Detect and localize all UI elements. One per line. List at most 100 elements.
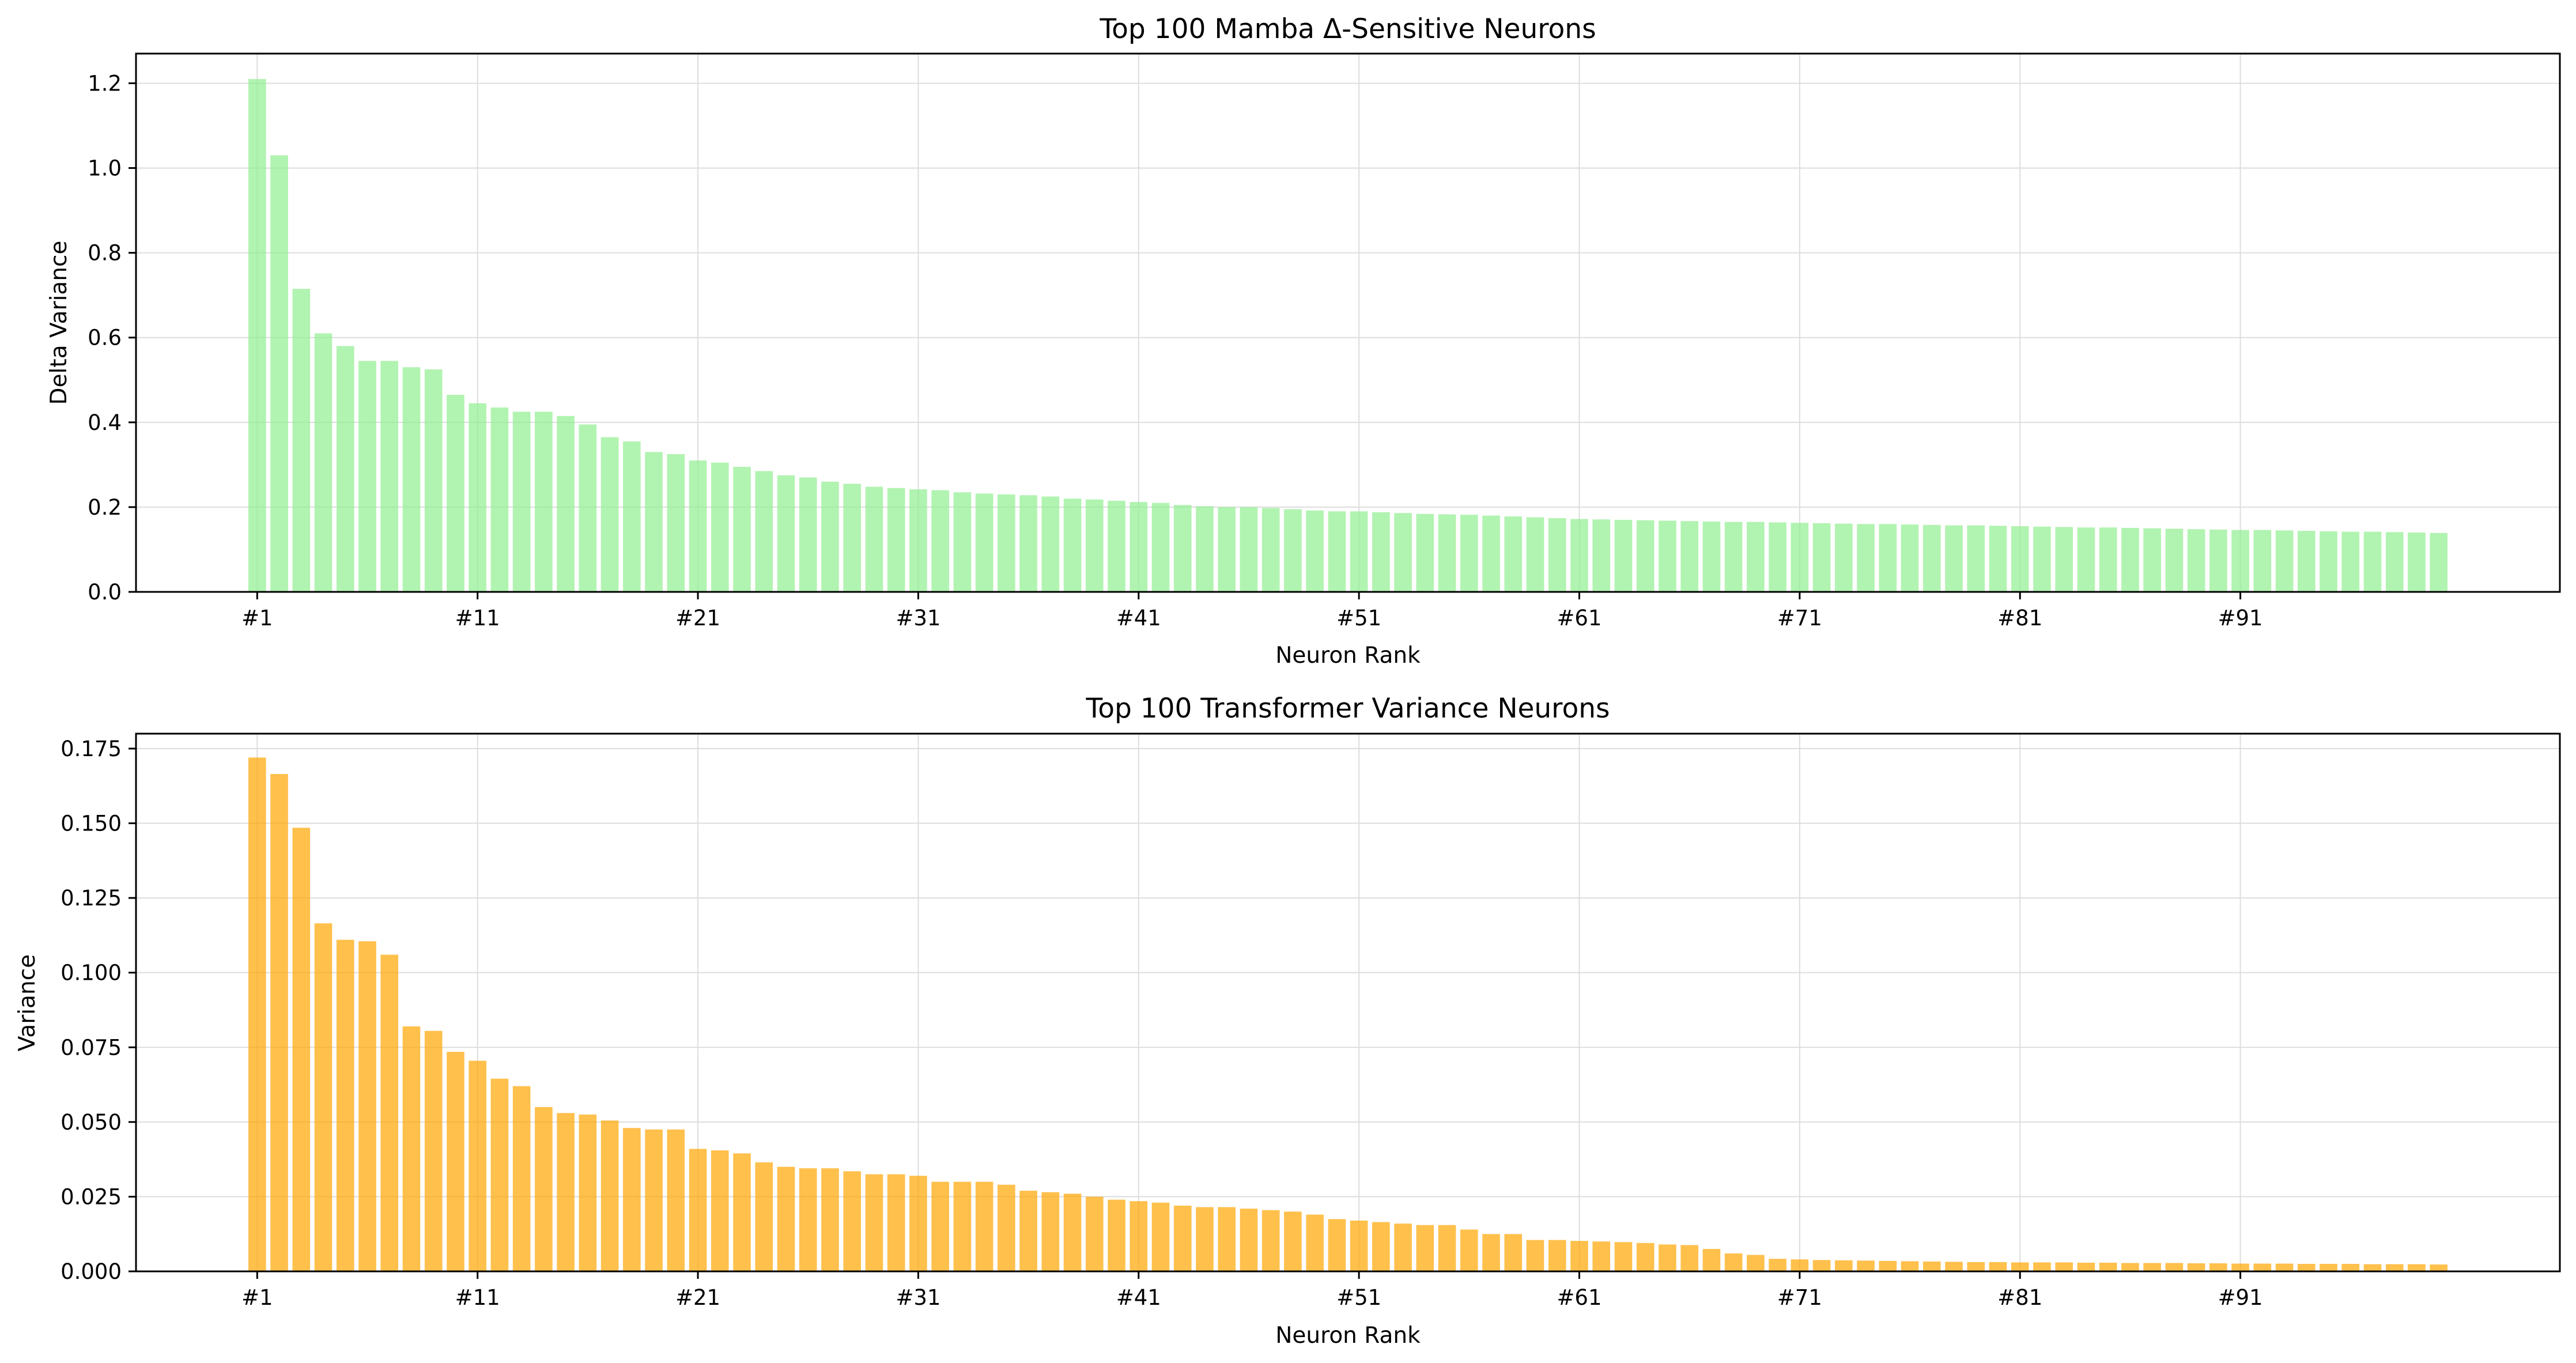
- transformer-bar: [2143, 1263, 2161, 1271]
- y-tick-label: 0.075: [61, 1035, 122, 1060]
- transformer-bar: [402, 1026, 421, 1271]
- transformer-bar: [1460, 1229, 1478, 1271]
- mamba-bar: [1570, 519, 1588, 592]
- x-tick-label: #41: [1116, 606, 1161, 630]
- transformer-bar: [1482, 1234, 1500, 1271]
- transformer-bar: [1901, 1261, 1919, 1271]
- mamba-bar: [1945, 525, 1963, 592]
- transformer-bar: [1019, 1191, 1037, 1271]
- mamba-x-ticks: #1 #11 #21 #31 #41 #51 #61 #71 #81 #91: [241, 592, 2263, 630]
- mamba-bar: [1328, 511, 1346, 592]
- transformer-bar: [1812, 1260, 1831, 1271]
- y-tick-label: 1.2: [88, 71, 122, 96]
- transformer-bar: [623, 1128, 641, 1271]
- transformer-bar: [1218, 1207, 1236, 1271]
- mamba-bar: [975, 493, 994, 592]
- transformer-bar: [755, 1162, 773, 1271]
- mamba-bar: [1284, 509, 1302, 592]
- mamba-bar: [2099, 527, 2117, 592]
- mamba-bar: [1372, 512, 1390, 592]
- transformer-bar: [2275, 1263, 2294, 1271]
- transformer-bar: [887, 1174, 905, 1271]
- transformer-bar: [424, 1030, 443, 1271]
- transformer-bar: [645, 1129, 663, 1271]
- mamba-bar: [1922, 524, 1941, 592]
- mamba-bar: [2011, 526, 2029, 592]
- mamba-bar: [600, 437, 619, 592]
- mamba-bar: [998, 494, 1015, 592]
- transformer-bar: [447, 1052, 464, 1271]
- transformer-plot-frame: [135, 733, 2561, 1273]
- mamba-bar: [1108, 500, 1125, 592]
- y-tick-label: 0.2: [88, 495, 122, 520]
- y-tick-label: 0.150: [61, 811, 122, 836]
- transformer-bar: [2011, 1262, 2029, 1271]
- transformer-bar: [1614, 1242, 1633, 1271]
- mamba-bar: [931, 490, 949, 592]
- transformer-bar: [1791, 1259, 1809, 1271]
- x-tick-label: #21: [675, 1285, 720, 1310]
- x-tick-label: #61: [1557, 606, 1601, 630]
- mamba-bar: [1592, 519, 1611, 592]
- mamba-bar: [1901, 524, 1919, 592]
- transformer-bar: [667, 1129, 685, 1271]
- x-tick-label: #51: [1336, 606, 1381, 630]
- mamba-x-axis-label: Neuron Rank: [1275, 643, 1421, 669]
- y-tick-label: 1.0: [88, 156, 122, 181]
- transformer-bar: [469, 1060, 486, 1271]
- transformer-bar: [1130, 1201, 1148, 1271]
- mamba-bar: [645, 452, 663, 592]
- transformer-bar: [1570, 1241, 1588, 1271]
- transformer-bar: [1504, 1234, 1523, 1271]
- mamba-bar: [2341, 531, 2360, 592]
- mamba-bar: [887, 488, 905, 592]
- transformer-x-axis-label: Neuron Rank: [1275, 1323, 1421, 1349]
- transformer-bar: [2209, 1263, 2227, 1271]
- mamba-bar: [2385, 532, 2404, 592]
- transformer-bar: [1835, 1260, 1853, 1271]
- mamba-bar: [336, 346, 354, 592]
- x-tick-label: #71: [1777, 606, 1822, 630]
- mamba-bar: [270, 155, 288, 592]
- y-tick-label: 0.0: [88, 580, 122, 605]
- transformer-bar: [2341, 1264, 2360, 1271]
- mamba-bar: [953, 492, 972, 592]
- mamba-bar: [2231, 530, 2249, 592]
- x-tick-label: #31: [896, 1285, 940, 1310]
- transformer-bar: [799, 1168, 817, 1271]
- y-tick-label: 0.8: [88, 241, 122, 266]
- transformer-bar: [600, 1120, 619, 1271]
- x-tick-label: #11: [455, 1285, 500, 1310]
- y-tick-label: 0.050: [61, 1110, 122, 1135]
- mamba-bar: [1791, 523, 1809, 592]
- mamba-bar: [424, 369, 443, 592]
- x-tick-label: #91: [2218, 606, 2263, 630]
- mamba-bar: [1460, 515, 1478, 592]
- transformer-bar: [1372, 1222, 1390, 1271]
- transformer-bar: [314, 923, 333, 1271]
- x-tick-label: #51: [1336, 1285, 1381, 1310]
- mamba-bar: [1085, 499, 1104, 592]
- mamba-bar: [1306, 510, 1324, 592]
- mamba-bar: [865, 486, 883, 592]
- transformer-bar: [1592, 1241, 1611, 1271]
- mamba-bar: [1526, 517, 1544, 592]
- mamba-bar: [799, 477, 817, 592]
- transformer-bar: [336, 939, 354, 1271]
- transformer-bar: [953, 1181, 972, 1271]
- mamba-bar: [1702, 521, 1721, 592]
- transformer-y-ticks: 0.000 0.025 0.050 0.075 0.100 0.125 0.150 0.175: [61, 737, 136, 1284]
- mamba-bar: [1130, 502, 1148, 592]
- transformer-bar: [1151, 1202, 1170, 1271]
- mamba-bar: [689, 460, 707, 592]
- y-tick-label: 0.175: [61, 737, 122, 761]
- transformer-bar: [1196, 1207, 1214, 1271]
- transformer-bar: [535, 1107, 553, 1271]
- transformer-bar: [1063, 1194, 1082, 1271]
- transformer-bar: [1526, 1240, 1544, 1271]
- transformer-bar: [2320, 1264, 2337, 1271]
- transformer-bar: [1416, 1225, 1434, 1271]
- mamba-bar: [2253, 530, 2272, 592]
- transformer-bar: [975, 1181, 994, 1271]
